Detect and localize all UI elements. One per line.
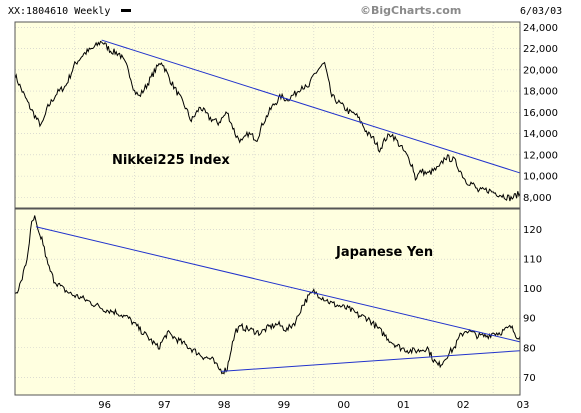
y-tick-label: 110 [523,255,542,266]
series-line [14,40,521,202]
y-tick-label: 22,000 [523,44,558,55]
y-tick-label: 20,000 [523,65,558,76]
y-tick-label: 90 [523,314,536,325]
y-tick-label: 16,000 [523,108,558,119]
x-tick-label: 01 [397,400,410,411]
yen-trendlines [35,226,521,372]
yen-y-axis: 70 80 90 100 110 120 [523,225,542,384]
nikkei-panel [15,22,520,208]
y-tick-label: 80 [523,343,536,354]
yen-label: Japanese Yen [335,245,433,260]
date-label: 6/03/03 [520,6,562,17]
yen-border [14,208,521,396]
trend-line [101,39,521,174]
y-tick-label: 10,000 [523,172,558,183]
nikkei-label: Nikkei225 Index [112,153,230,168]
y-tick-label: 8,000 [523,193,552,204]
symbol-label: XX:1804610 Weekly [8,6,110,17]
brand-label: ©BigCharts.com [360,4,461,17]
x-tick-label: 99 [278,400,291,411]
trend-line [221,350,521,372]
trend-line [35,226,521,343]
legend-swatch [121,9,131,12]
x-tick-label: 97 [158,400,171,411]
yen-panel [15,209,520,395]
x-tick-label: 00 [337,400,350,411]
nikkei-grid [15,22,520,208]
x-tick-label: 03 [517,400,530,411]
x-tick-label: 02 [457,400,470,411]
nikkei-series [14,40,521,202]
x-axis: 96 97 98 99 00 01 02 03 [98,400,529,411]
series-line [14,215,521,375]
nikkei-y-axis: 8,000 10,000 12,000 14,000 16,000 18,000 20,00… [523,23,558,204]
y-tick-label: 18,000 [523,87,558,98]
nikkei-border [14,21,521,209]
x-tick-label: 98 [218,400,231,411]
y-tick-label: 14,000 [523,129,558,140]
y-tick-label: 12,000 [523,150,558,161]
nikkei-trendlines [101,39,521,174]
y-tick-label: 70 [523,373,536,384]
yen-grid [15,209,520,395]
x-tick-label: 96 [98,400,111,411]
y-tick-label: 100 [523,284,542,295]
yen-series [14,215,521,375]
y-tick-label: 24,000 [523,23,558,34]
y-tick-label: 120 [523,225,542,236]
